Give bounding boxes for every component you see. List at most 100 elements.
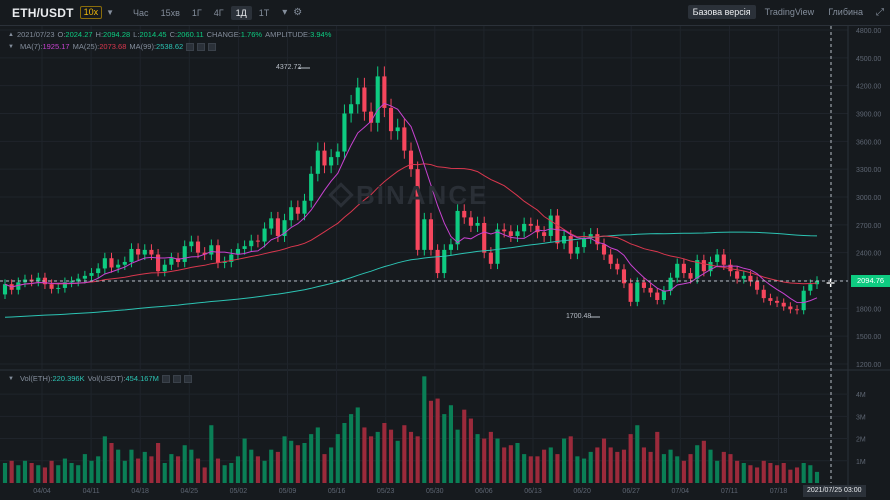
interval-1w[interactable]: 1Т — [258, 7, 270, 18]
candle-body — [215, 245, 221, 263]
candle-body — [388, 107, 394, 132]
interval-15min[interactable]: 15хв — [160, 7, 180, 18]
visibility-toggle-icon[interactable] — [186, 42, 195, 51]
volume-bar — [515, 443, 520, 483]
chart-toolbar: ETH/USDT 10x ▼ Час 15хв 1Г 4Г 1Д 1Т ▾ ⚙ … — [0, 0, 890, 26]
ma7-line — [4, 102, 818, 304]
volume-bar — [309, 434, 314, 483]
volume-bar — [189, 449, 194, 483]
volume-bar — [741, 463, 746, 483]
candle-body — [715, 254, 720, 262]
interval-4h[interactable]: 4Г — [213, 7, 224, 18]
candle-body — [748, 275, 753, 282]
volume-bar — [62, 458, 67, 483]
volume-bar — [801, 463, 806, 483]
tab-depth[interactable]: Глибина — [828, 7, 863, 17]
volume-bar — [688, 454, 693, 483]
candle-body — [269, 218, 274, 229]
volume-bar — [295, 445, 300, 483]
volume-bar — [482, 438, 487, 483]
candle-body — [801, 290, 806, 311]
volume-bar — [142, 451, 147, 483]
price-tick-label: 3000.00 — [856, 195, 881, 202]
interval-hour[interactable]: Час — [133, 7, 149, 18]
candle-body — [89, 273, 94, 276]
candle-body — [581, 237, 587, 248]
candle-body — [2, 284, 8, 295]
candle-body — [136, 248, 141, 255]
candle-body — [428, 219, 434, 250]
candle-body — [142, 249, 147, 255]
collapse-caret-icon[interactable]: ▼ — [8, 375, 14, 382]
candlestick-chart[interactable]: 4800.00 4500.00 4200.00 3900.00 3600.00 3300.… — [0, 26, 890, 500]
volume-bar — [375, 431, 380, 483]
candle-body — [275, 218, 280, 236]
chevron-down-icon[interactable]: ▼ — [106, 8, 115, 17]
volume-bar — [22, 460, 28, 483]
date-tick-label: 06/06 — [475, 488, 493, 495]
volume-bar — [675, 456, 680, 483]
volume-bar — [16, 465, 21, 483]
volume-bar — [648, 451, 653, 483]
volume-bar — [535, 456, 540, 483]
volume-bar — [96, 456, 101, 483]
candle-body — [302, 200, 307, 214]
date-tick-label: 04/11 — [83, 488, 100, 495]
candle-body — [295, 207, 300, 214]
volume-bar — [36, 465, 41, 483]
volume-bar — [229, 463, 234, 483]
candle-body — [69, 281, 74, 283]
volume-bar — [82, 454, 87, 483]
candle-body — [315, 150, 320, 174]
candle-body — [255, 240, 260, 242]
volume-bar — [488, 431, 493, 483]
candle-body — [595, 234, 600, 245]
date-tick-label: 05/16 — [328, 488, 346, 495]
candle-body — [648, 287, 653, 293]
candle-body — [468, 217, 473, 226]
candle-body — [309, 173, 314, 201]
volume-bar — [462, 409, 467, 483]
indicator-settings-icon[interactable]: ⚙ — [293, 7, 303, 18]
candle-body — [82, 275, 87, 279]
legend-amplitude: 3.94% — [310, 30, 332, 39]
more-intervals-chevron-icon[interactable]: ▾ — [282, 7, 288, 18]
visibility-toggle-icon[interactable] — [161, 374, 170, 383]
candle-body — [282, 220, 287, 236]
price-tick-label: 4800.00 — [856, 28, 881, 35]
collapse-caret-icon[interactable]: ▼ — [8, 43, 14, 50]
interval-1d[interactable]: 1Д — [230, 5, 252, 20]
candle-body — [49, 284, 54, 289]
volume-tick-label: 3M — [856, 414, 866, 421]
candle-body — [242, 246, 247, 249]
volume-bar — [528, 456, 533, 483]
candle-body — [502, 229, 507, 232]
volume-bar — [542, 449, 547, 483]
tab-tradingview[interactable]: TradingView — [764, 7, 815, 17]
legend-low: 2014.45 — [139, 30, 167, 39]
candle-body — [794, 309, 800, 311]
tab-basic-view[interactable]: Базова версія — [687, 5, 756, 19]
candle-body — [575, 247, 580, 254]
candle-body — [568, 235, 573, 254]
settings-toggle-icon[interactable] — [172, 374, 181, 383]
volume-bar — [49, 460, 54, 483]
date-tick-label: 06/13 — [524, 488, 542, 495]
candle-body — [36, 277, 41, 282]
volume-bar — [455, 429, 460, 483]
candle-body — [741, 275, 746, 279]
volume-bar — [748, 465, 753, 483]
candle-body — [235, 248, 241, 255]
close-toggle-icon[interactable] — [183, 374, 192, 383]
settings-toggle-icon[interactable] — [197, 42, 206, 51]
candle-body — [668, 277, 673, 291]
volume-bar — [282, 436, 287, 483]
candle-body — [408, 150, 414, 170]
volume-bar — [355, 407, 360, 483]
symbol-label[interactable]: ETH/USDT — [12, 5, 74, 20]
close-toggle-icon[interactable] — [208, 42, 217, 51]
collapse-caret-icon[interactable]: ▲ — [8, 31, 14, 38]
expand-icon[interactable]: ⤢ — [876, 6, 884, 18]
interval-1h[interactable]: 1Г — [191, 7, 202, 18]
volume-bar — [794, 467, 800, 483]
